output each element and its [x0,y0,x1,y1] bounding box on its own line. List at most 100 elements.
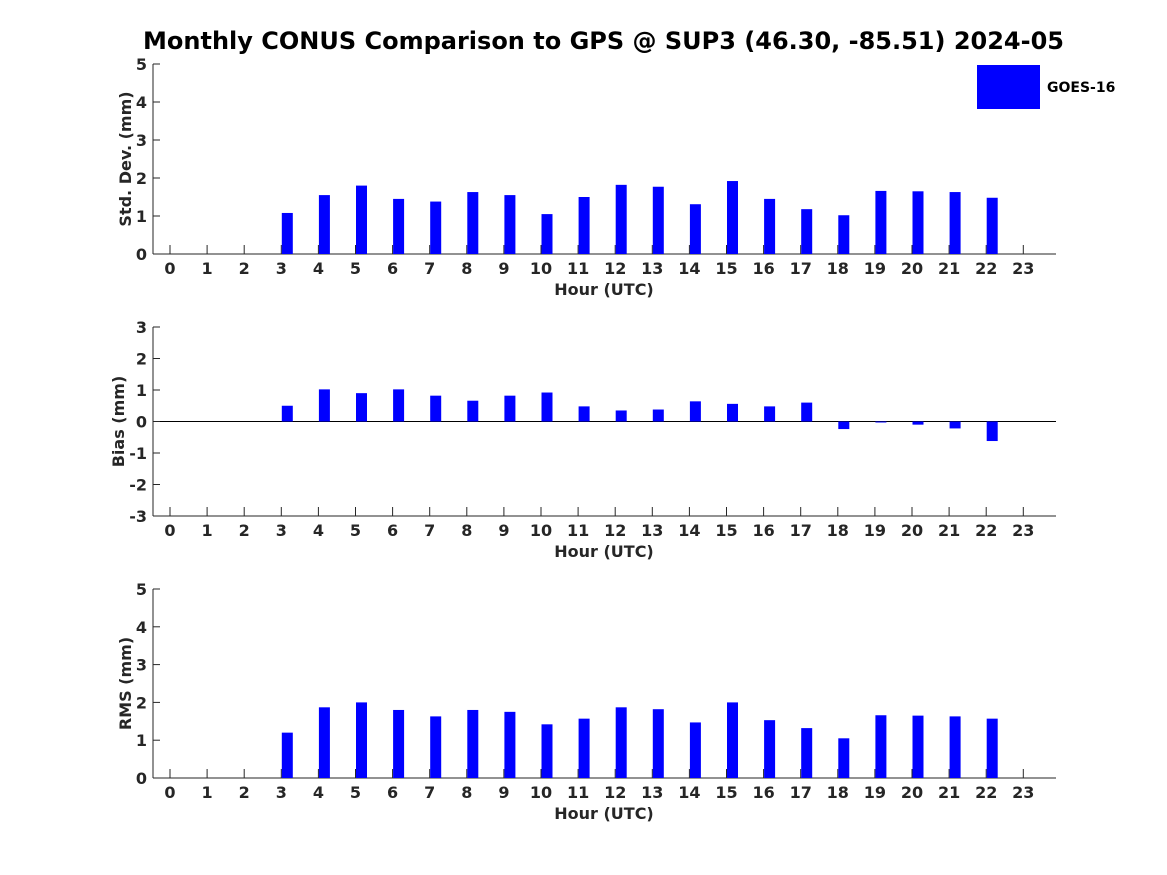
std-dev-bar-hour-11 [578,197,590,254]
x-axis-label: Hour (UTC) [554,280,654,299]
x-tick-label: 20 [901,521,923,540]
x-tick-label: 16 [752,259,774,278]
legend: GOES-16 [977,65,1115,109]
x-tick-label: 23 [1012,259,1034,278]
bias-bar-hour-7 [430,395,442,422]
std-dev-bar-hour-15 [727,181,738,254]
bias-bar-hour-16 [764,406,776,422]
x-axis-label: Hour (UTC) [554,542,654,561]
x-tick-label: 12 [604,521,626,540]
y-tick-label: 2 [136,169,147,188]
x-tick-label: 18 [827,783,849,802]
x-axis-label: Hour (UTC) [554,804,654,823]
y-tick-label: 4 [136,93,147,112]
rms-bar-hour-4 [318,707,330,778]
x-tick-label: 12 [604,783,626,802]
bias-bar-hour-22 [986,421,998,442]
rms-bar-hour-7 [430,716,442,778]
x-tick-label: 10 [530,521,552,540]
x-tick-label: 2 [239,783,250,802]
std-dev-bar-hour-6 [393,198,405,254]
x-tick-label: 18 [827,259,849,278]
x-tick-label: 16 [752,783,774,802]
rms-bar-hour-11 [578,718,590,778]
x-tick-label: 5 [350,521,361,540]
y-tick-label: -3 [129,507,147,526]
bias-bar-hour-6 [393,389,405,422]
rms-bar-hour-10 [541,724,553,778]
x-tick-label: 5 [350,259,361,278]
x-tick-label: 0 [164,521,175,540]
rms-bar-hour-21 [949,716,961,778]
y-tick-label: 5 [136,55,147,74]
x-tick-label: 22 [975,521,997,540]
x-tick-label: 8 [461,783,472,802]
x-tick-label: 1 [202,783,213,802]
y-tick-label: -2 [129,476,147,495]
x-tick-label: 16 [752,521,774,540]
bias-bar-hour-20 [912,421,924,425]
x-tick-label: 4 [313,259,324,278]
bias-bar-hour-4 [318,389,330,422]
x-tick-label: 14 [678,783,700,802]
bias-bar-hour-21 [949,421,961,429]
rms-bar-hour-20 [912,715,924,778]
x-tick-label: 10 [530,783,552,802]
bias-bar-hour-8 [467,400,479,422]
bias-bar-hour-13 [652,409,664,422]
rms-bar-hour-3 [281,732,293,778]
std-dev-bar-hour-17 [801,209,813,254]
y-tick-label: 3 [136,131,147,150]
x-tick-label: 19 [864,521,886,540]
x-tick-label: 15 [715,259,737,278]
std-dev-bar-hour-13 [652,186,664,254]
y-tick-label: 3 [136,656,147,675]
rms-bar-hour-14 [689,722,701,778]
x-tick-label: 3 [276,259,287,278]
y-axis-label: RMS (mm) [116,637,135,730]
x-tick-label: 17 [790,783,812,802]
x-tick-label: 21 [938,783,960,802]
bias-bar-hour-11 [578,406,590,422]
x-tick-label: 19 [864,783,886,802]
x-tick-label: 3 [276,783,287,802]
bias-bar-hour-17 [801,402,813,422]
x-tick-label: 0 [164,783,175,802]
bias-bar-hour-18 [838,421,850,430]
std-dev-bar-hour-18 [838,215,850,254]
x-tick-label: 6 [387,259,398,278]
rms-bar-hour-22 [986,718,998,778]
std-dev-bar-hour-10 [541,214,553,254]
x-tick-label: 13 [641,783,663,802]
x-tick-label: 2 [239,521,250,540]
x-tick-label: 19 [864,259,886,278]
x-tick-label: 2 [239,259,250,278]
y-axis-label: Bias (mm) [109,376,128,468]
x-tick-label: 6 [387,783,398,802]
x-tick-label: 7 [424,259,435,278]
bias-bar-hour-5 [356,393,367,422]
rms-bar-hour-19 [875,715,887,778]
y-tick-label: 4 [136,618,147,637]
x-tick-label: 0 [164,259,175,278]
x-tick-label: 3 [276,521,287,540]
rms-bar-hour-13 [652,709,664,778]
x-tick-label: 22 [975,259,997,278]
x-tick-label: 18 [827,521,849,540]
x-tick-label: 10 [530,259,552,278]
x-tick-label: 9 [498,521,509,540]
bias-bar-hour-19 [875,421,887,423]
y-tick-label: 1 [136,731,147,750]
x-tick-label: 8 [461,259,472,278]
y-axis-label: Std. Dev. (mm) [116,91,135,226]
x-tick-label: 15 [715,783,737,802]
std-dev-bar-hour-19 [875,190,887,254]
bias-bar-hour-12 [615,410,627,422]
x-tick-label: 23 [1012,521,1034,540]
x-tick-label: 1 [202,259,213,278]
y-tick-label: 1 [136,381,147,400]
rms-bar-hour-5 [356,702,367,778]
rms-bar-hour-16 [764,720,776,778]
y-tick-label: 3 [136,318,147,337]
